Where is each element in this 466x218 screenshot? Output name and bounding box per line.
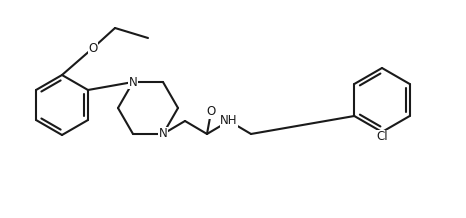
Text: NH: NH	[220, 114, 238, 128]
Text: N: N	[129, 75, 137, 89]
Text: O: O	[206, 106, 216, 118]
Text: Cl: Cl	[376, 131, 388, 143]
Text: O: O	[89, 41, 97, 54]
Text: N: N	[158, 128, 167, 140]
